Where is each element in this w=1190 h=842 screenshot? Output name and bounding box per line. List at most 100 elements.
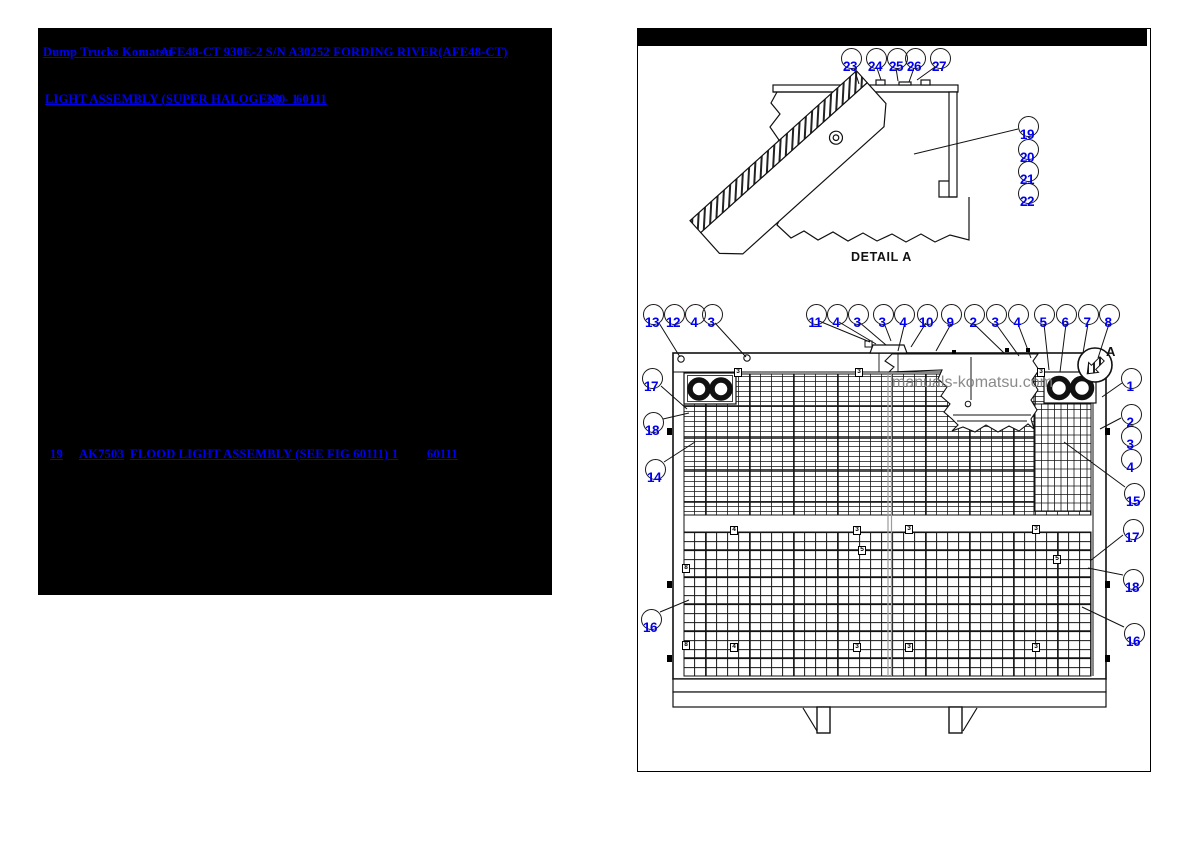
callout-balloon-18[interactable]: 18 xyxy=(1122,568,1144,595)
callout-number: 17 xyxy=(643,378,659,394)
callout-balloon-2[interactable]: 2 xyxy=(1120,403,1142,430)
clip-marker: 3 xyxy=(853,525,861,535)
callout-balloon-27[interactable]: 27 xyxy=(929,47,951,74)
callout-balloon-6[interactable]: 6 xyxy=(1055,303,1077,329)
callout-number: 3 xyxy=(1126,436,1134,452)
callout-balloon-1[interactable]: 1 xyxy=(1120,367,1142,394)
callout-balloon-9[interactable]: 9 xyxy=(940,303,962,330)
clip-marker: 3 xyxy=(734,367,742,377)
callout-number: 23 xyxy=(842,58,858,74)
part-row-item-number-link[interactable]: 19 xyxy=(50,447,63,461)
callout-balloon-22[interactable]: 22 xyxy=(1017,182,1039,209)
callout-number: 18 xyxy=(1124,579,1140,595)
callout-number: 21 xyxy=(1019,171,1035,187)
callout-number: 3 xyxy=(853,314,861,330)
bolt-marker xyxy=(1005,348,1009,352)
callout-number: 27 xyxy=(931,58,947,74)
callout-balloon-21[interactable]: 21 xyxy=(1017,160,1039,187)
callout-number: 2 xyxy=(969,314,977,330)
clip-marker: 3 xyxy=(905,642,913,652)
callout-number: 5 xyxy=(1039,314,1047,330)
part-row-description-link[interactable]: FLOOD LIGHT ASSEMBLY (SEE FIG 60111) 1 xyxy=(130,447,399,461)
clip-marker: 3 xyxy=(853,642,861,652)
bolt-marker xyxy=(1026,348,1030,352)
clip-marker: 5 xyxy=(1053,554,1061,564)
callout-balloon-3[interactable]: 3 xyxy=(985,303,1007,329)
clip-marker: 3 xyxy=(1032,524,1040,534)
callout-balloon-17[interactable]: 17 xyxy=(641,367,663,394)
callout-balloon-26[interactable]: 26 xyxy=(904,47,926,74)
callout-number: 24 xyxy=(867,58,883,74)
detail-a-indicator-label: A xyxy=(1106,344,1116,359)
callout-balloon-3[interactable]: 3 xyxy=(701,303,723,329)
callout-balloon-23[interactable]: 23 xyxy=(840,47,862,74)
callout-number: 16 xyxy=(642,619,658,635)
callout-balloon-16[interactable]: 16 xyxy=(640,608,662,635)
callout-balloon-12[interactable]: 12 xyxy=(663,303,685,330)
callout-balloon-17[interactable]: 17 xyxy=(1122,518,1144,544)
callout-number: 19 xyxy=(1019,126,1035,142)
clip-marker: 4 xyxy=(730,525,738,535)
callout-number: 10 xyxy=(918,314,934,330)
watermark: manuals-komatsu.com xyxy=(892,374,1053,391)
diagram-line-art xyxy=(658,66,1126,734)
figure-number-link[interactable]: 60111 xyxy=(296,92,327,106)
callout-balloon-3[interactable]: 3 xyxy=(1120,425,1142,452)
callout-balloon-4[interactable]: 4 xyxy=(1120,448,1142,474)
callout-balloon-4[interactable]: 4 xyxy=(1007,303,1029,330)
callout-balloon-24[interactable]: 24 xyxy=(865,47,887,74)
callout-balloon-7[interactable]: 7 xyxy=(1077,303,1099,329)
parts-list-panel: Dump Trucks Komatsu AFE48-CT 930E-2 S/N A… xyxy=(38,28,552,595)
detail-a-label: DETAIL A xyxy=(851,250,912,264)
grille-assembly-drawing xyxy=(667,340,1113,734)
clip-marker: 5 xyxy=(858,545,866,555)
callout-number: 13 xyxy=(644,314,660,330)
callout-balloon-15[interactable]: 15 xyxy=(1123,482,1145,509)
callout-balloon-10[interactable]: 10 xyxy=(916,303,938,330)
callout-number: 18 xyxy=(644,422,660,438)
callout-number: 11 xyxy=(808,314,822,330)
breadcrumb-brand-link[interactable]: Dump Trucks Komatsu xyxy=(43,45,173,59)
clip-marker: 4 xyxy=(730,642,738,652)
callout-number: 4 xyxy=(1013,314,1021,330)
breadcrumb-model-link[interactable]: AFE48-CT 930E-2 S/N A30252 FORDING RIVER… xyxy=(160,45,508,59)
callout-number: 16 xyxy=(1125,633,1141,649)
part-row-part-number-link[interactable]: AK7503 xyxy=(79,447,124,461)
callout-number: 20 xyxy=(1019,149,1035,165)
callout-number: 2 xyxy=(1126,414,1134,430)
callout-number: 4 xyxy=(690,314,698,330)
callout-number: 26 xyxy=(906,58,922,74)
callout-balloon-5[interactable]: 5 xyxy=(1033,303,1055,330)
diagram-panel: manuals-komatsu.com DETAIL A A 23 24 25 26 2… xyxy=(637,28,1151,772)
callout-number: 3 xyxy=(878,314,886,330)
callout-balloon-20[interactable]: 20 xyxy=(1017,138,1039,165)
callout-balloon-13[interactable]: 13 xyxy=(642,303,664,330)
part-row-figure-link[interactable]: 60111 xyxy=(427,447,458,461)
callout-number: 12 xyxy=(665,314,681,330)
callout-balloon-14[interactable]: 14 xyxy=(644,458,666,484)
clip-marker: 3 xyxy=(855,367,863,377)
callout-balloon-11[interactable]: 11 xyxy=(805,303,827,330)
callout-balloon-2[interactable]: 2 xyxy=(963,303,985,330)
detail-a-drawing xyxy=(689,66,1019,255)
callout-balloon-8[interactable]: 8 xyxy=(1098,303,1120,329)
clip-marker: 3 xyxy=(1032,642,1040,652)
clip-marker: 3 xyxy=(1037,367,1045,377)
callout-balloon-18[interactable]: 18 xyxy=(642,411,664,438)
figure-title-link[interactable]: LIGHT ASSEMBLY (SUPER HALOGEN) - 1 xyxy=(45,92,299,106)
callout-balloon-3[interactable]: 3 xyxy=(872,303,894,330)
bolt-marker xyxy=(952,350,956,354)
callout-number: 1 xyxy=(1126,378,1134,394)
callout-number: 9 xyxy=(946,314,954,330)
callout-balloon-16[interactable]: 16 xyxy=(1123,622,1145,649)
callout-number: 4 xyxy=(832,314,840,330)
callout-balloon-3[interactable]: 3 xyxy=(847,303,869,330)
callout-balloon-4[interactable]: 4 xyxy=(826,303,848,330)
callout-balloon-4[interactable]: 4 xyxy=(893,303,915,329)
callout-leader-lines xyxy=(658,320,1126,628)
figure-group-link[interactable]: 330 xyxy=(266,92,286,106)
callout-balloon-19[interactable]: 19 xyxy=(1017,115,1039,142)
callout-number: 15 xyxy=(1125,493,1141,509)
callout-number: 22 xyxy=(1019,193,1035,209)
